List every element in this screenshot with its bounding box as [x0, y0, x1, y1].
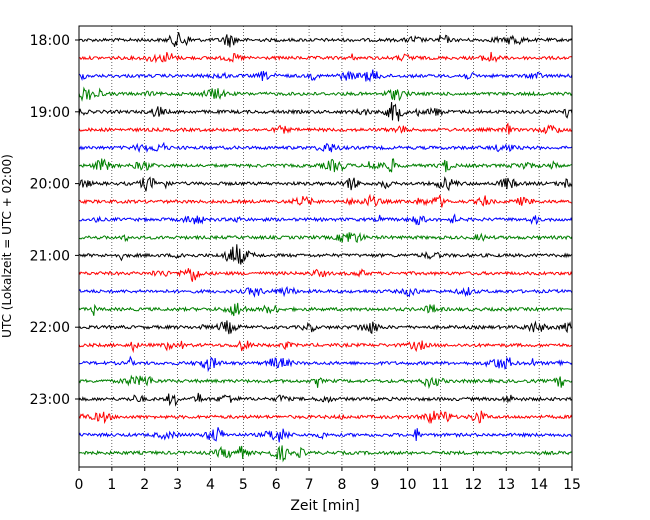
y-tick-label-20:00: 20:00 — [30, 177, 70, 193]
x-tick-label-6: 6 — [272, 477, 281, 493]
x-tick-label-15: 15 — [563, 477, 581, 493]
x-tick-label-12: 12 — [464, 477, 482, 493]
y-axis-ticks: 18:00 19:00 20:00 21:00 22:00 23:00 — [30, 33, 79, 408]
y-tick-label-19:00: 19:00 — [30, 105, 70, 121]
plot-frame — [78, 25, 573, 468]
y-tick-label-21:00: 21:00 — [30, 248, 70, 264]
trace-21:45 — [78, 302, 573, 317]
trace-23:45 — [78, 445, 573, 463]
trace-20:30 — [78, 213, 573, 226]
trace-22:15 — [78, 339, 573, 354]
x-tick-label-7: 7 — [305, 477, 314, 493]
y-tick-label-22:00: 22:00 — [30, 320, 70, 336]
trace-22:00 — [78, 320, 573, 335]
trace-19:00 — [78, 101, 573, 122]
trace-19:30 — [78, 141, 573, 153]
x-axis-ticks: 0 1 2 3 4 5 6 7 8 9 10 11 12 13 14 15 — [75, 467, 581, 493]
trace-18:15 — [78, 51, 573, 64]
trace-21:15 — [78, 268, 573, 282]
trace-23:00 — [78, 392, 573, 407]
y-tick-label-18:00: 18:00 — [30, 33, 70, 49]
trace-22:45 — [78, 374, 573, 390]
x-tick-label-14: 14 — [530, 477, 548, 493]
trace-18:00 — [78, 32, 573, 48]
x-tick-label-3: 3 — [173, 477, 182, 493]
x-tick-label-13: 13 — [497, 477, 515, 493]
trace-21:30 — [78, 285, 573, 298]
trace-21:00 — [78, 244, 573, 265]
x-tick-label-4: 4 — [206, 477, 215, 493]
trace-20:00 — [78, 176, 573, 192]
x-tick-label-9: 9 — [370, 477, 379, 493]
y-tick-label-23:00: 23:00 — [30, 392, 70, 408]
x-axis-title: Zeit [min] — [290, 498, 359, 514]
trace-23:30 — [78, 427, 573, 443]
x-tick-label-8: 8 — [337, 477, 346, 493]
x-tick-label-2: 2 — [140, 477, 149, 493]
x-tick-label-0: 0 — [75, 477, 84, 493]
x-tick-label-1: 1 — [107, 477, 116, 493]
trace-20:45 — [78, 231, 573, 244]
x-tick-label-5: 5 — [239, 477, 248, 493]
trace-18:30 — [78, 69, 573, 83]
trace-23:15 — [78, 410, 573, 425]
trace-20:15 — [78, 193, 573, 208]
trace-19:45 — [78, 158, 573, 173]
y-axis-title: UTC (Lokalzeit = UTC + 02:00) — [0, 154, 14, 338]
trace-22:30 — [78, 355, 573, 373]
trace-19:15 — [78, 122, 573, 135]
x-tick-label-11: 11 — [432, 477, 450, 493]
x-tick-label-10: 10 — [399, 477, 417, 493]
seismogram-traces — [78, 32, 573, 463]
trace-18:45 — [78, 86, 573, 102]
